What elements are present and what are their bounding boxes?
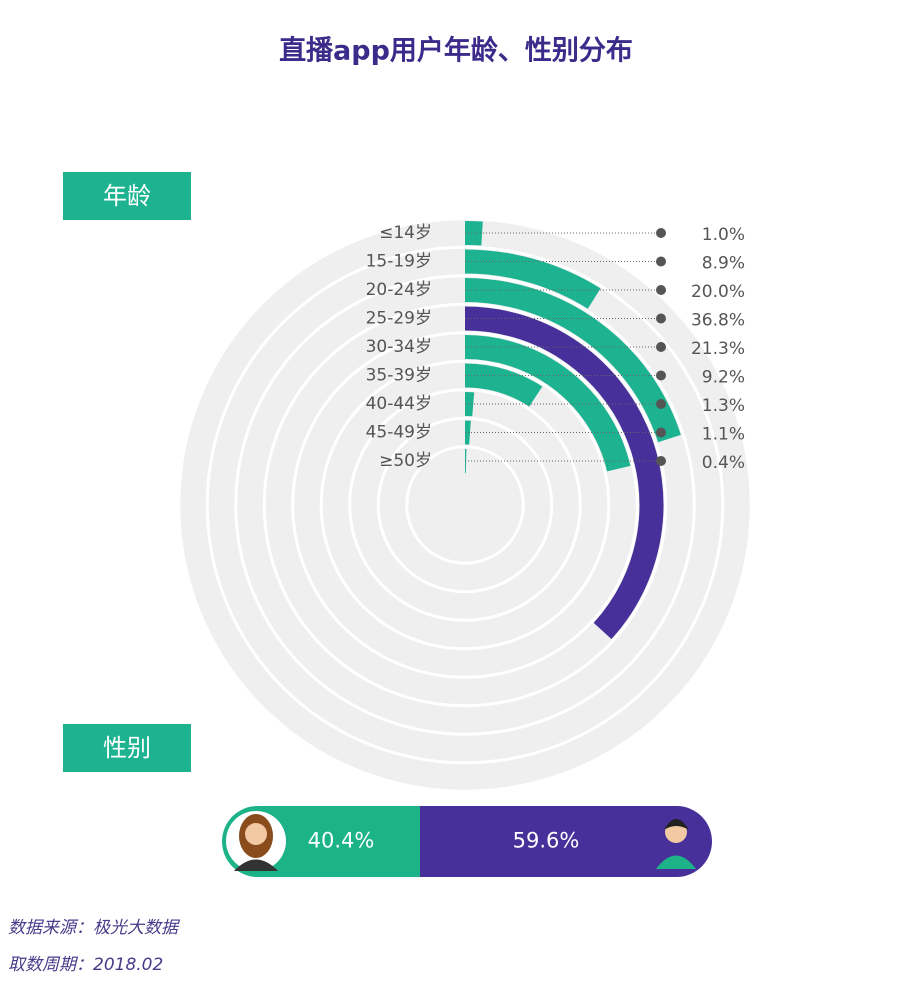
category-label: 15-19岁 bbox=[366, 252, 432, 272]
category-label: 25-29岁 bbox=[366, 309, 432, 329]
value-label: 1.0% bbox=[702, 225, 745, 245]
ring-line bbox=[205, 245, 725, 765]
male-body bbox=[656, 855, 696, 869]
radial-chart: ≤14岁 1.0% 15-19岁 8.9% 20-24岁 20.0% 25-29岁 36.8%… bbox=[366, 221, 745, 640]
female-body bbox=[234, 859, 278, 871]
value-label: 1.3% bbox=[702, 396, 745, 416]
leader-dot bbox=[656, 399, 666, 409]
ring-line bbox=[348, 388, 582, 622]
section-box bbox=[63, 172, 191, 220]
female-face bbox=[245, 823, 267, 845]
category-label: 45-49岁 bbox=[366, 423, 432, 443]
value-label: 40.4% bbox=[308, 829, 375, 853]
leader-dot bbox=[656, 370, 666, 381]
ring-line bbox=[405, 445, 525, 565]
value-label: 20.0% bbox=[691, 282, 745, 302]
value-label: 21.3% bbox=[691, 339, 745, 359]
value-label: 0.4% bbox=[702, 453, 745, 473]
leader-dot bbox=[656, 256, 666, 267]
ring-line bbox=[177, 217, 753, 793]
ring-line bbox=[376, 416, 554, 594]
leader-dot bbox=[656, 228, 666, 238]
ring-line bbox=[319, 359, 611, 651]
category-label: ≤14岁 bbox=[379, 223, 432, 243]
gender-chart: 40.4% 59.6% bbox=[222, 806, 712, 877]
value-label: 1.1% bbox=[702, 425, 745, 445]
radial-bar bbox=[464, 249, 601, 309]
section-box bbox=[63, 724, 191, 772]
male-hair bbox=[664, 819, 689, 830]
category-label: 35-39岁 bbox=[366, 366, 432, 386]
ring-line bbox=[262, 302, 668, 708]
gender-bars bbox=[222, 806, 712, 877]
radial-bar bbox=[464, 221, 483, 246]
ring-line bbox=[164, 204, 766, 806]
radial-bar bbox=[464, 306, 664, 640]
category-label: 30-34岁 bbox=[366, 337, 432, 357]
leader-dot bbox=[656, 342, 666, 352]
value-label: 36.8% bbox=[691, 311, 745, 331]
section-title: 年龄 bbox=[103, 182, 151, 210]
footer-text: 数据来源：极光大数据 bbox=[8, 918, 181, 938]
ring-lines bbox=[164, 204, 766, 806]
leader-dot bbox=[656, 285, 666, 295]
category-label: 20-24岁 bbox=[366, 280, 432, 300]
page-title: 直播app用户年龄、性别分布 bbox=[279, 35, 633, 67]
ring-line bbox=[234, 274, 696, 736]
ring-line bbox=[291, 331, 639, 679]
leader-dot bbox=[656, 427, 666, 438]
category-label: ≥50岁 bbox=[379, 451, 432, 471]
category-label: 40-44岁 bbox=[366, 394, 432, 414]
radial-bar bbox=[464, 335, 631, 472]
value-label: 59.6% bbox=[513, 829, 580, 853]
footer-text: 取数周期：2018.02 bbox=[8, 955, 163, 975]
value-label: 8.9% bbox=[702, 254, 745, 274]
leader-dot bbox=[656, 313, 666, 324]
section-title: 性别 bbox=[103, 734, 151, 762]
value-label: 9.2% bbox=[702, 368, 745, 388]
leader-dot bbox=[656, 456, 666, 466]
